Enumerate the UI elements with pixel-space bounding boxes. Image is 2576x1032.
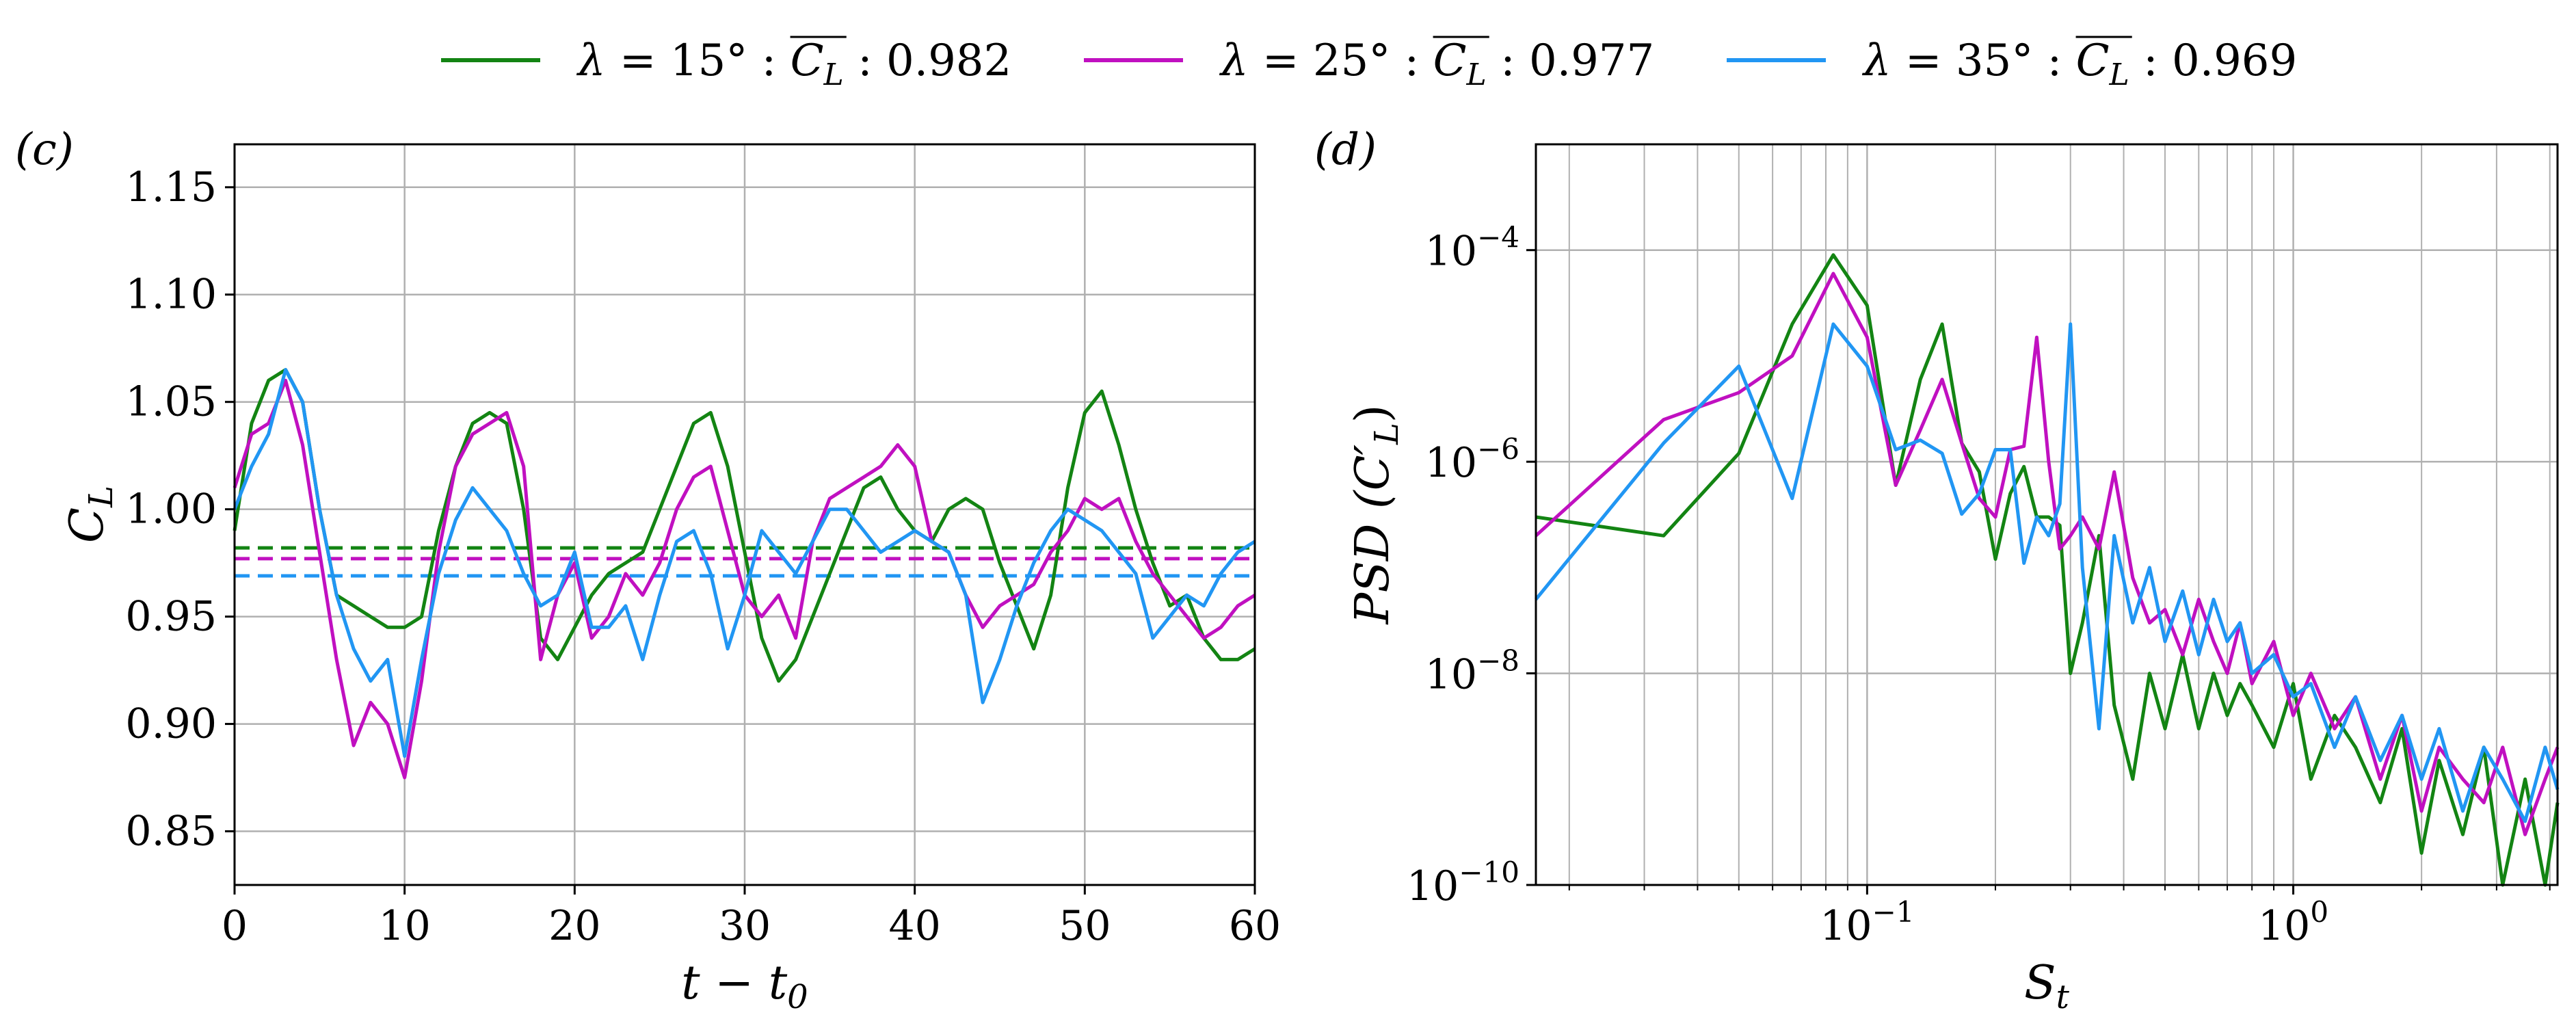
y-tick-label: 10−10 xyxy=(1407,856,1519,910)
series-line xyxy=(233,368,1256,683)
x-tick-label: 10 xyxy=(378,902,430,950)
y-tick-label: 1.10 xyxy=(125,271,217,319)
chart-panel-c: (c) 0 10 20 30 40 50 60 0.85 0.90 0.95 1.00 1.05 1.… xyxy=(15,124,1281,1016)
x-axis-label-c: t − t0 xyxy=(681,956,808,1016)
legend-label: λ = 25° : CL : 0.977 xyxy=(1219,36,1654,92)
y-tick-label: 10−4 xyxy=(1425,221,1519,276)
legend-item: λ = 25° : CL : 0.977 xyxy=(1084,36,1654,92)
grid-c xyxy=(233,144,1256,885)
y-tick-label: 1.05 xyxy=(125,378,217,426)
mean-lines-c xyxy=(235,546,1255,578)
legend-label: λ = 15° : CL : 0.982 xyxy=(576,36,1011,92)
y-ticks-d: 10−10 10−8 10−6 10−4 xyxy=(1407,221,1536,910)
grid-d xyxy=(1536,144,2558,886)
y-tick-label: 0.95 xyxy=(125,593,217,641)
series-d xyxy=(1535,253,2560,887)
x-axis-label-d: St xyxy=(2024,956,2070,1016)
series-c xyxy=(233,368,1256,780)
y-tick-label: 10−6 xyxy=(1425,432,1519,487)
legend: λ = 15° : CL : 0.982 λ = 25° : CL : 0.977… xyxy=(441,36,2297,92)
x-tick-label: 60 xyxy=(1229,902,1281,950)
panel-label-c: (c) xyxy=(15,124,74,175)
y-tick-label: 1.15 xyxy=(125,163,217,211)
x-tick-label: 30 xyxy=(719,902,771,950)
x-ticks-d: 10−1 100 xyxy=(1568,885,2551,950)
y-tick-label: 1.00 xyxy=(125,486,217,533)
y-ticks-c: 0.85 0.90 0.95 1.00 1.05 1.10 1.15 xyxy=(125,163,235,856)
x-tick-label: 40 xyxy=(888,902,940,950)
y-tick-label: 10−8 xyxy=(1425,644,1519,699)
x-tick-label: 20 xyxy=(548,902,600,950)
legend-item: λ = 35° : CL : 0.969 xyxy=(1727,36,2297,92)
y-axis-label-d: PSD (C′L) xyxy=(1346,405,1406,626)
x-tick-label: 50 xyxy=(1059,902,1111,950)
series-line xyxy=(233,368,1256,758)
y-tick-label: 0.85 xyxy=(125,808,217,856)
x-tick-label: 100 xyxy=(2258,895,2328,950)
x-tick-label: 10−1 xyxy=(1820,895,1914,950)
legend-item: λ = 15° : CL : 0.982 xyxy=(441,36,1011,92)
y-tick-label: 0.90 xyxy=(125,700,217,748)
x-tick-label: 0 xyxy=(222,902,248,950)
panel-label-d: (d) xyxy=(1314,124,1377,175)
chart-panel-d: (d) 10−1 100 10−10 10−8 10−6 10−4 St PSD (C′… xyxy=(1314,124,2560,1016)
series-line xyxy=(1535,322,2560,823)
series-line xyxy=(1535,272,2560,836)
y-axis-label-c: CL xyxy=(60,486,120,543)
legend-label: λ = 35° : CL : 0.969 xyxy=(1861,36,2297,92)
series-line xyxy=(1535,253,2560,887)
plot-frame-d xyxy=(1535,143,2559,886)
x-ticks-c: 0 10 20 30 40 50 60 xyxy=(222,885,1281,950)
